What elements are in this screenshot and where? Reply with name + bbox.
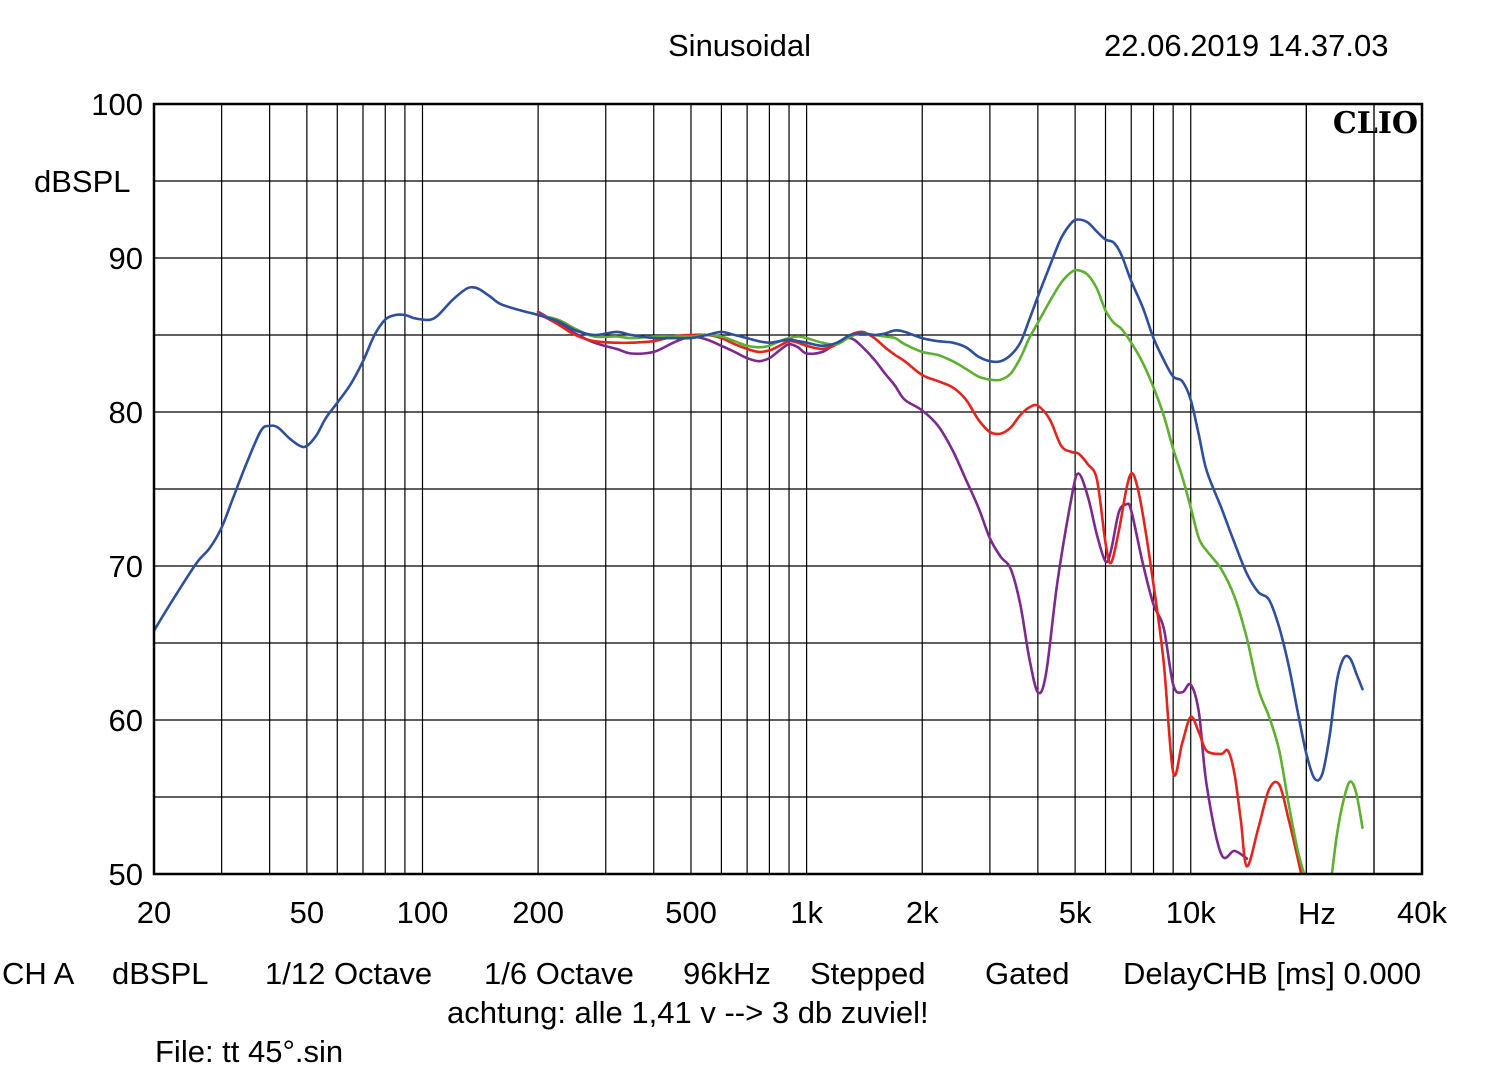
y-tick-label: 60 [109,703,143,738]
file-name: File: tt 45°.sin [155,1034,344,1069]
y-tick-label: 100 [91,87,143,122]
series-line-red [536,312,1303,874]
y-tick-label: 90 [109,241,143,276]
x-tick-label: 2k [906,895,939,930]
unit-label: dBSPL [112,956,209,991]
clio-logo: CLIO [1333,106,1418,141]
y-tick-label: 80 [109,395,143,430]
window-label: Gated [985,956,1070,991]
smoothing-label: 1/6 Octave [484,956,634,991]
delay-label: DelayCHB [ms] 0.000 [1123,956,1422,991]
plot-frame [152,102,1424,876]
x-unit-label: Hz [1298,896,1336,931]
x-tick-label: 50 [290,895,324,930]
channel-label: CH A [2,956,75,991]
x-tick-label: 40k [1397,895,1447,930]
grid [154,104,1422,874]
curves [154,218,1364,874]
x-tick-label: 100 [397,895,449,930]
y-tick-label: 70 [109,549,143,584]
x-tick-label: 10k [1166,895,1216,930]
sample-rate-label: 96kHz [683,956,771,991]
x-tick-label: 5k [1059,895,1092,930]
series-line-green [536,268,1364,874]
series-line-blue [154,218,1364,782]
series-line-purple [536,310,1249,860]
y-axis-label: dBSPL [34,164,131,199]
timestamp: 22.06.2019 14.37.03 [1104,28,1389,63]
x-tick-label: 500 [665,895,717,930]
x-tick-label: 200 [512,895,564,930]
resolution-label: 1/12 Octave [265,956,433,991]
mode-label: Stepped [810,956,926,991]
y-tick-label: 50 [109,857,143,892]
x-tick-label: 20 [137,895,171,930]
chart-title: Sinusoidal [668,28,812,63]
note-text: achtung: alle 1,41 v --> 3 db zuviel! [447,995,929,1030]
x-tick-label: 1k [790,895,823,930]
